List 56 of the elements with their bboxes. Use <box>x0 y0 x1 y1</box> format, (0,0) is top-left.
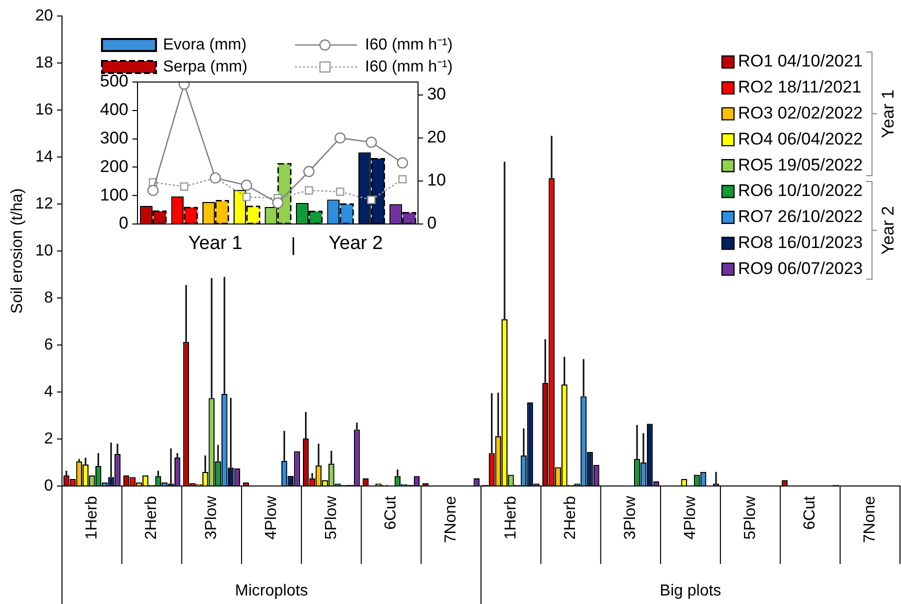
annotation: Year 1 <box>878 90 898 138</box>
x-tick-label: 1Herb <box>83 496 100 540</box>
x-tick-label: 3Plow <box>622 496 640 540</box>
text: Big plots <box>660 582 722 600</box>
y-tick-label: 8 <box>44 289 54 306</box>
y-tick-label: 400 <box>100 100 128 120</box>
x-tick-label: 7None <box>442 496 460 544</box>
annotation: Year 2 <box>328 233 383 254</box>
y-tick-label: 100 <box>100 185 128 204</box>
x-tick-label: 4Plow <box>262 496 280 540</box>
y2-tick-label: 20 <box>427 128 446 147</box>
y-tick-label: 0 <box>118 214 128 233</box>
legend-label: RO6 10/10/2022 <box>738 181 863 200</box>
legend-label: RO2 18/11/2021 <box>738 78 862 97</box>
x-tick-label: 7None <box>861 496 878 544</box>
legend-label: RO9 06/07/2023 <box>738 258 863 278</box>
y-tick-label: 20 <box>35 7 54 24</box>
annotation: | <box>290 235 296 256</box>
x-tick-label: 4Plow <box>682 496 699 540</box>
y-tick-label: 12 <box>35 195 54 212</box>
y-tick-label: 16 <box>35 101 54 118</box>
text: Microplots <box>235 582 308 600</box>
legend-label: I60 (mm h⁻¹) <box>365 58 453 76</box>
x-tick-label: 6Cut <box>382 495 400 530</box>
y-axis-title: Soil erosion (t/ha) <box>9 188 26 314</box>
y-tick-label: 6 <box>44 336 54 354</box>
x-tick-label: 5Plow <box>742 496 759 540</box>
y2-tick-label: 0 <box>427 214 437 233</box>
legend-label: RO5 19/05/2022 <box>738 155 863 174</box>
x-tick-label: 6Cut <box>802 495 819 530</box>
legend-label: RO4 06/04/2022 <box>738 129 863 148</box>
y-tick-label: 10 <box>35 242 54 260</box>
annotation: Year 1 <box>188 233 242 254</box>
annotation: Year 2 <box>878 206 898 255</box>
y-tick-label: 0 <box>44 477 54 494</box>
legend-label: RO3 02/02/2022 <box>738 103 863 122</box>
y2-tick-label: 10 <box>427 170 446 190</box>
x-tick-label: 1Herb <box>502 496 520 540</box>
x-tick-label: 5Plow <box>322 496 340 540</box>
y-tick-label: 18 <box>35 54 54 72</box>
y2-tick-label: 30 <box>427 84 446 104</box>
legend-label: Evora (mm) <box>163 36 247 54</box>
y-tick-label: 300 <box>100 128 128 148</box>
y-tick-label: 4 <box>44 383 54 400</box>
y-tick-label: 200 <box>100 156 128 176</box>
x-tick-label: 3Plow <box>203 496 220 540</box>
y-tick-label: 500 <box>100 72 128 91</box>
legend-label: RO8 16/01/2023 <box>738 232 863 252</box>
legend-label: RO1 04/10/2021 <box>738 52 863 71</box>
y-tick-label: 2 <box>44 430 54 448</box>
legend-label: I60 (mm h⁻¹) <box>365 36 453 54</box>
x-tick-label: 2Herb <box>143 496 160 540</box>
y-tick-label: 14 <box>35 148 54 166</box>
legend-label: RO7 26/10/2022 <box>738 207 863 226</box>
x-tick-label: 2Herb <box>562 496 580 540</box>
legend-label: Serpa (mm) <box>163 58 248 76</box>
